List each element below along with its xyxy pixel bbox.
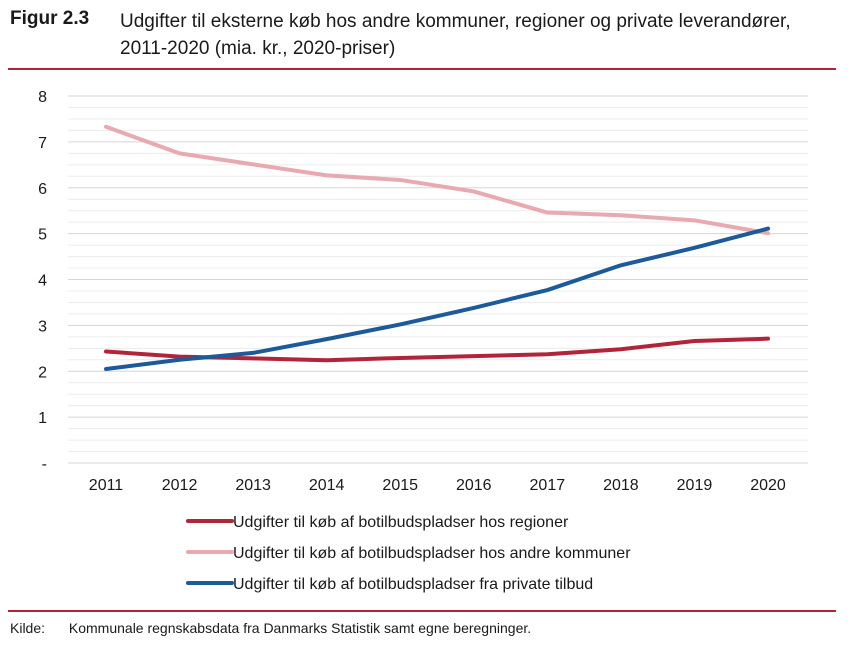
- x-tick-label: 2014: [309, 477, 345, 494]
- y-tick-label: 5: [38, 227, 47, 244]
- source-text: Kommunale regnskabsdata fra Danmarks Sta…: [68, 620, 532, 636]
- x-tick-label: 2020: [750, 477, 786, 494]
- y-tick-label: 4: [38, 273, 47, 290]
- y-tick-label: 3: [38, 318, 47, 335]
- x-tick-label: 2019: [677, 477, 713, 494]
- y-tick-label: 2: [38, 364, 47, 381]
- source-label: Kilde:: [10, 620, 46, 636]
- x-tick-label: 2017: [530, 477, 566, 494]
- series-line-3: [104, 226, 770, 371]
- y-axis-ticks: 8 7 6 5 4 3 2 1 -: [38, 89, 47, 473]
- x-tick-label: 2018: [603, 477, 639, 494]
- y-tick-label: 6: [38, 181, 47, 198]
- x-axis-ticks: 2011 2012 2013 2014 2015 2016 2017 2018 2019 2020: [89, 477, 786, 494]
- series-line-2: [104, 124, 770, 236]
- legend-label: Udgifter til køb af botilbudspladser hos…: [233, 514, 569, 531]
- chart-series: [104, 124, 770, 371]
- y-tick-label: 7: [38, 135, 47, 152]
- bottom-rule: [8, 610, 836, 612]
- source-note: Kilde: Kommunale regnskabsdata fra Danma…: [10, 620, 531, 636]
- x-tick-label: 2015: [382, 477, 418, 494]
- y-tick-label: -: [42, 456, 47, 473]
- x-tick-label: 2013: [235, 477, 271, 494]
- figure-label: Figur 2.3: [10, 8, 90, 29]
- y-tick-label: 8: [38, 89, 47, 106]
- x-tick-label: 2011: [89, 477, 124, 494]
- legend-label: Udgifter til køb af botilbudspladser fra…: [233, 576, 593, 593]
- chart-legend: Udgifter til køb af botilbudspladser hos…: [186, 514, 631, 593]
- top-rule: [8, 68, 836, 70]
- x-tick-label: 2016: [456, 477, 492, 494]
- chart-grid: [68, 95, 808, 464]
- figure-title: Udgifter til eksterne køb hos andre komm…: [120, 11, 791, 59]
- y-tick-label: 1: [38, 410, 47, 427]
- x-tick-label: 2012: [162, 477, 198, 494]
- legend-label: Udgifter til køb af botilbudspladser hos…: [233, 545, 631, 562]
